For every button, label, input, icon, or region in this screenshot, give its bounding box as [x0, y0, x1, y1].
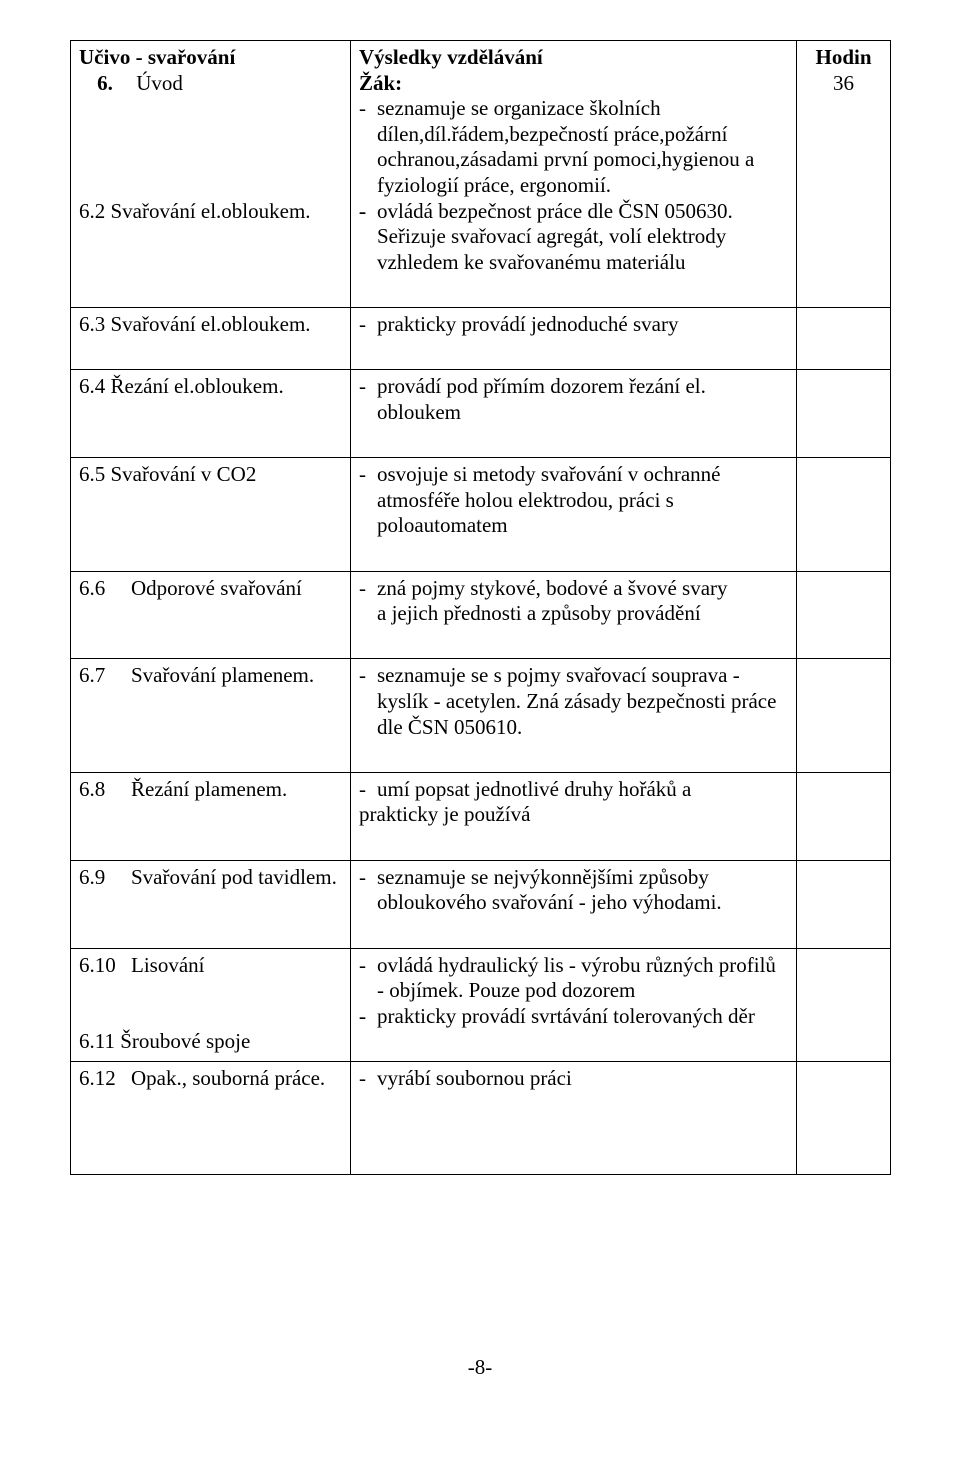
- row-64-b1: provádí pod přímím dozorem řezání el. ob…: [377, 374, 788, 425]
- row-67-num: 6.7: [79, 663, 131, 689]
- row-6-b1: seznamuje se organizace školních dílen,d…: [377, 96, 788, 198]
- header-col2-l2: Žák:: [359, 71, 402, 95]
- row-63-left: 6.3 Svařování el.obloukem.: [71, 308, 351, 370]
- row-62-left: 6.2 Svařování el.obloukem.: [79, 199, 311, 223]
- header-col2-l1: Výsledky vzdělávání: [359, 45, 543, 69]
- page-number: -8-: [70, 1355, 890, 1380]
- row-64-left: 6.4 Řezání el.obloukem.: [71, 370, 351, 458]
- row-68-label: Řezání plamenem.: [131, 777, 287, 803]
- row-66-b1-cont: a jejich přednosti a způsoby provádění: [359, 601, 788, 627]
- row-67-b1: seznamuje se s pojmy svařovací souprava …: [377, 663, 788, 740]
- table-row: 6.9Svařování pod tavidlem. seznamuje se …: [71, 860, 891, 948]
- table-row: 6.6Odporové svařování zná pojmy stykové,…: [71, 571, 891, 659]
- row-6-num: 6.: [79, 71, 131, 97]
- row-611-b1: prakticky provádí svrtávání tolerovaných…: [377, 1004, 788, 1030]
- row-62-b1: ovládá bezpečnost práce dle ČSN 050630. …: [377, 199, 788, 276]
- row-6-hodin: 36: [833, 71, 854, 95]
- row-611-left: 6.11 Šroubové spoje: [79, 1029, 250, 1053]
- table-row: 6.3 Svařování el.obloukem. prakticky pro…: [71, 308, 891, 370]
- row-63-b1: prakticky provádí jednoduché svary: [377, 312, 788, 338]
- row-69-label: Svařování pod tavidlem.: [131, 865, 337, 891]
- table-row: 6.7Svařování plamenem. seznamuje se s po…: [71, 659, 891, 772]
- row-69-b1: seznamuje se nejvýkonnějšími způsoby obl…: [377, 865, 788, 916]
- header-col3: Hodin: [815, 45, 871, 69]
- table-row: 6.8Řezání plamenem. umí popsat jednotliv…: [71, 772, 891, 860]
- row-612-b1: vyrábí soubornou práci: [377, 1066, 788, 1092]
- row-68-b1: umí popsat jednotlivé druhy hořáků a: [377, 777, 788, 803]
- row-69-num: 6.9: [79, 865, 131, 891]
- row-612-num: 6.12: [79, 1066, 131, 1092]
- row-6-label: Úvod: [136, 71, 183, 97]
- row-68-b1-cont: prakticky je používá: [359, 802, 788, 828]
- row-610-b1: ovládá hydraulický lis - výrobu různých …: [377, 953, 788, 1004]
- row-6-bullets: seznamuje se organizace školních dílen,d…: [359, 96, 788, 275]
- table-row: 6.4 Řezání el.obloukem. provádí pod přím…: [71, 370, 891, 458]
- table-header-row: Učivo - svařování 6. Úvod 6.2 Svařování …: [71, 41, 891, 308]
- table-row: 6.12Opak., souborná práce. vyrábí soubor…: [71, 1061, 891, 1174]
- curriculum-table: Učivo - svařování 6. Úvod 6.2 Svařování …: [70, 40, 891, 1175]
- table-row: 6.5 Svařování v CO2 osvojuje si metody s…: [71, 458, 891, 571]
- row-68-num: 6.8: [79, 777, 131, 803]
- row-66-b1: zná pojmy stykové, bodové a švové svary: [377, 576, 788, 602]
- row-66-label: Odporové svařování: [131, 576, 302, 602]
- table-row: 6.10Lisování 6.11 Šroubové spoje ovládá …: [71, 948, 891, 1061]
- row-66-num: 6.6: [79, 576, 131, 602]
- header-col1: Učivo - svařování: [79, 45, 235, 69]
- row-610-label: Lisování: [131, 953, 205, 979]
- row-65-b1: osvojuje si metody svařování v ochranné …: [377, 462, 788, 539]
- row-67-label: Svařování plamenem.: [131, 663, 314, 689]
- row-65-left: 6.5 Svařování v CO2: [71, 458, 351, 571]
- row-612-label: Opak., souborná práce.: [131, 1066, 325, 1092]
- row-610-num: 6.10: [79, 953, 131, 979]
